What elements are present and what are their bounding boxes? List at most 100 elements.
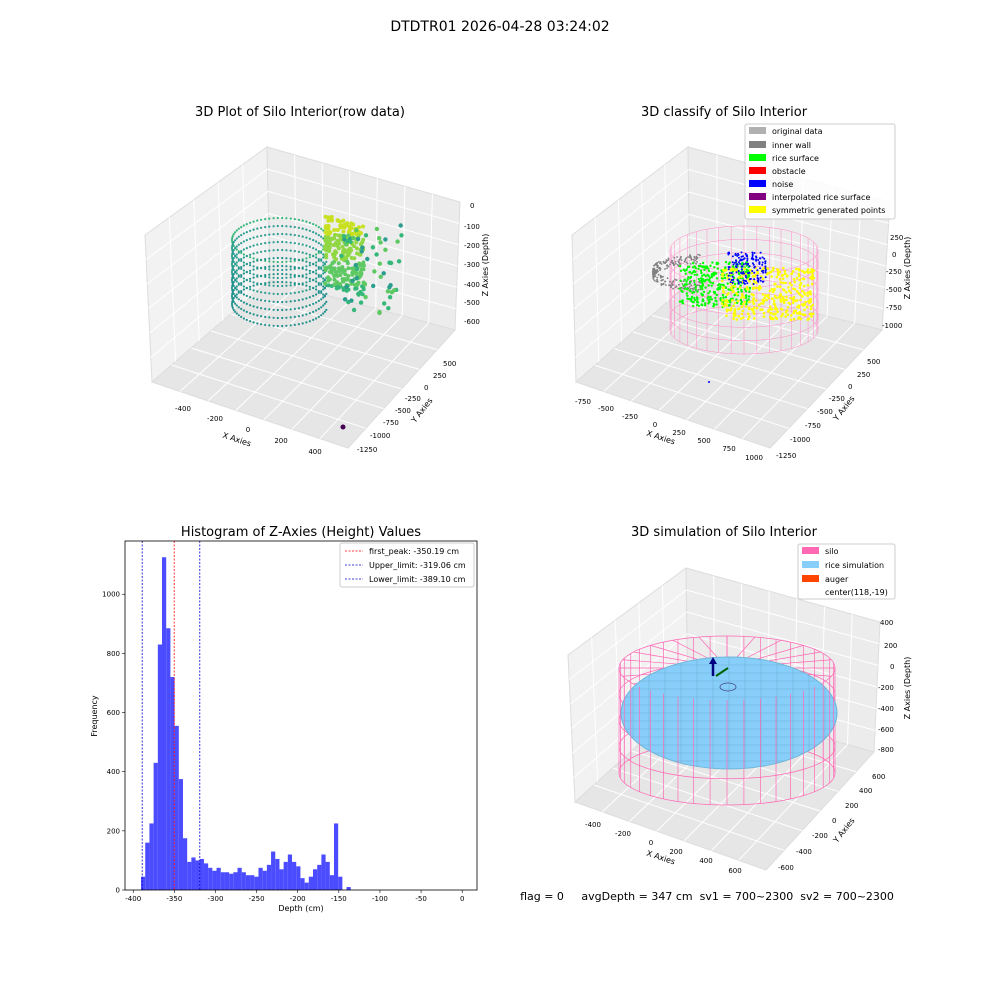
rice-surface-point (701, 300, 704, 303)
x-ticks: -400 -350 -300 -250 -200 -150 -100 -50 0 (125, 890, 464, 903)
scan-point (312, 255, 315, 258)
scan-point (242, 285, 245, 288)
noise-point (731, 281, 734, 284)
noise-point (758, 257, 761, 260)
scan-point (312, 287, 315, 290)
inner-wall-point (670, 261, 673, 264)
scan-point (293, 282, 296, 285)
symmetric-point (749, 269, 752, 272)
inner-wall-point (694, 259, 696, 262)
scan-point (332, 255, 337, 260)
inner-wall-point (689, 263, 692, 265)
inner-wall-point (695, 262, 697, 265)
scan-point (285, 265, 288, 268)
rice-surface-point (698, 279, 702, 282)
inner-wall-point (664, 268, 666, 270)
x-tick: 250 (672, 429, 685, 437)
symmetric-point (762, 302, 765, 305)
noise-point (749, 277, 752, 280)
symmetric-point (747, 307, 751, 311)
legend-frame (744, 123, 896, 220)
scan-point (249, 277, 252, 280)
rice-surface-point (688, 270, 692, 274)
symmetric-point (779, 281, 783, 284)
scan-point (232, 257, 235, 260)
grid-line (217, 182, 224, 321)
scan-point (256, 298, 259, 301)
symmetric-point (789, 291, 793, 295)
histogram-bar (321, 854, 326, 890)
scan-point (232, 281, 235, 284)
symmetric-point (791, 270, 795, 273)
scan-point (289, 292, 292, 295)
symmetric-point (777, 273, 780, 276)
scan-point (305, 284, 308, 287)
inner-wall-point (652, 269, 655, 271)
scan-point (230, 262, 234, 266)
scan-point (315, 301, 318, 304)
rice-surface-point (737, 272, 741, 276)
histogram-bar (195, 860, 200, 890)
legend-swatch (749, 154, 766, 161)
scan-point (361, 224, 365, 229)
scan-point (235, 253, 238, 256)
symmetric-point (770, 288, 774, 291)
scan-point (308, 280, 311, 283)
noise-point (740, 271, 743, 274)
scan-point (249, 237, 252, 240)
noise-point (737, 282, 740, 285)
scan-point (249, 256, 252, 259)
scan-point (315, 288, 318, 291)
rice-surface-point (699, 269, 703, 272)
rice-surface-point (702, 290, 706, 294)
symmetric-point (757, 286, 760, 290)
scan-point (349, 298, 354, 303)
scan-point (231, 306, 234, 309)
histogram-bar (237, 867, 242, 890)
scan-point (252, 265, 255, 268)
scan-point (301, 235, 304, 238)
rice-surface-point (736, 287, 739, 291)
symmetric-point (790, 314, 793, 317)
scan-point (339, 253, 344, 259)
scan-point (289, 300, 292, 303)
noise-point (744, 274, 747, 277)
scan-point (297, 291, 300, 294)
noise-point (735, 260, 738, 263)
scan-point (308, 272, 311, 275)
symmetric-point (752, 302, 755, 306)
rice-surface-point (710, 284, 713, 287)
scan-point (398, 223, 403, 228)
scan-point (385, 289, 391, 294)
grid-line (267, 190, 459, 246)
scan-point (320, 227, 323, 230)
symmetric-point (784, 291, 788, 294)
noise-point (756, 277, 759, 279)
inner-wall-point (669, 263, 671, 266)
scan-point (285, 260, 288, 263)
y-tick: 200 (845, 802, 858, 810)
symmetric-point (781, 295, 785, 299)
scan-point (315, 280, 318, 283)
z-tick: -400 (878, 705, 894, 713)
symmetric-point (771, 269, 775, 272)
rice-surface-point (705, 265, 709, 268)
rice-surface-point (696, 273, 699, 276)
inner-wall-point (656, 265, 659, 267)
scan-point (345, 261, 350, 266)
rice-surface-point (748, 286, 752, 290)
scan-point (317, 299, 320, 302)
inner-wall-point (660, 263, 663, 265)
histogram-bar (174, 725, 179, 890)
scan-point (245, 302, 248, 305)
figure-title: DTDTR01 2026-04-28 03:24:02 (390, 19, 609, 35)
scan-point (338, 223, 343, 228)
scan-point (256, 290, 259, 293)
scan-point (301, 219, 304, 222)
scan-point (235, 280, 238, 283)
noise-point (728, 271, 731, 274)
symmetric-point (783, 269, 787, 273)
noise-point (740, 251, 743, 254)
scan-point (264, 258, 267, 261)
scan-point (245, 223, 248, 226)
